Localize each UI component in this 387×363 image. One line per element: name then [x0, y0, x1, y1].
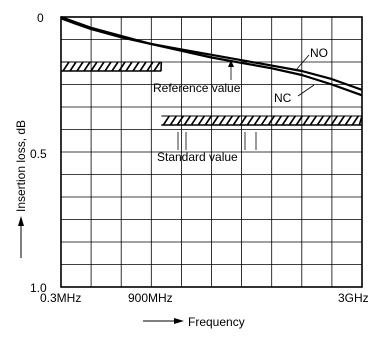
x-tick-label-0.3mhz: 0.3MHz [40, 291, 81, 305]
hatch-stroke [111, 61, 119, 72]
hatch-stroke [225, 115, 233, 126]
hatch-stroke [153, 61, 161, 72]
hatch-stroke [330, 115, 338, 126]
hatch-stroke [183, 115, 191, 126]
y-tick-label-0: 0 [37, 11, 44, 25]
hatch-stroke [146, 61, 154, 72]
y-tick-label-1.0: 1.0 [30, 281, 47, 295]
x-axis-label-text: Frequency [188, 315, 245, 329]
hatch-stroke [288, 115, 296, 126]
hatch-stroke [281, 115, 289, 126]
series-line-nc [60, 17, 363, 97]
hatch-stroke [139, 61, 147, 72]
hatch-stroke [176, 115, 184, 126]
hatch-stroke [162, 115, 170, 126]
x-tick-label-3ghz: 3GHz [338, 291, 369, 305]
hatch-stroke [118, 61, 126, 72]
annotation-reference-value: Reference value [153, 81, 241, 95]
hatch-stroke [309, 115, 317, 126]
hatch-stroke [302, 115, 310, 126]
y-axis-label-text: Insertion loss, dB [14, 120, 28, 212]
hatch-stroke [83, 61, 91, 72]
hatch-stroke [344, 115, 352, 126]
hatch-stroke [337, 115, 345, 126]
annotation-nc: NC [274, 91, 292, 105]
y-axis-label: Insertion loss, dB [14, 120, 28, 258]
annotation-standard-value: Standard value [157, 150, 238, 164]
series-lines [60, 15, 363, 97]
leader-nc [297, 84, 315, 97]
leader-reference-arrow [228, 60, 234, 67]
hatch-stroke [295, 115, 303, 126]
hatch-stroke [246, 115, 254, 126]
annotation-no: NO [310, 46, 328, 60]
hatch-stroke [197, 115, 205, 126]
hatch-stroke [125, 61, 133, 72]
hatch-stroke [169, 115, 177, 126]
series-line-no [60, 15, 363, 91]
hatch-stroke [218, 115, 226, 126]
hatch-stroke [274, 115, 282, 126]
hatch-stroke [204, 115, 212, 126]
leader-no [295, 54, 310, 71]
hatch-stroke [267, 115, 275, 126]
standard-value-hatches [61, 61, 363, 126]
hatch-stroke [90, 61, 98, 72]
x-tick-label-900mhz: 900MHz [128, 291, 173, 305]
hatch-stroke [132, 61, 140, 72]
hatch-stroke [190, 115, 198, 126]
hatch-stroke [232, 115, 240, 126]
hatch-stroke [211, 115, 219, 126]
hatch-stroke [323, 115, 331, 126]
hatch-stroke [351, 115, 359, 126]
hatch-stroke [316, 115, 324, 126]
hatch-stroke [104, 61, 112, 72]
hatch-stroke [239, 115, 247, 126]
x-axis-label: Frequency [143, 315, 245, 329]
hatch-stroke [76, 61, 84, 72]
hatch-stroke [62, 61, 70, 72]
hatch-stroke [253, 115, 261, 126]
hatch-stroke [260, 115, 268, 126]
y-tick-label-0.5: 0.5 [30, 147, 47, 161]
hatch-stroke [69, 61, 77, 72]
hatch-stroke [97, 61, 105, 72]
plot-frame [60, 16, 363, 288]
